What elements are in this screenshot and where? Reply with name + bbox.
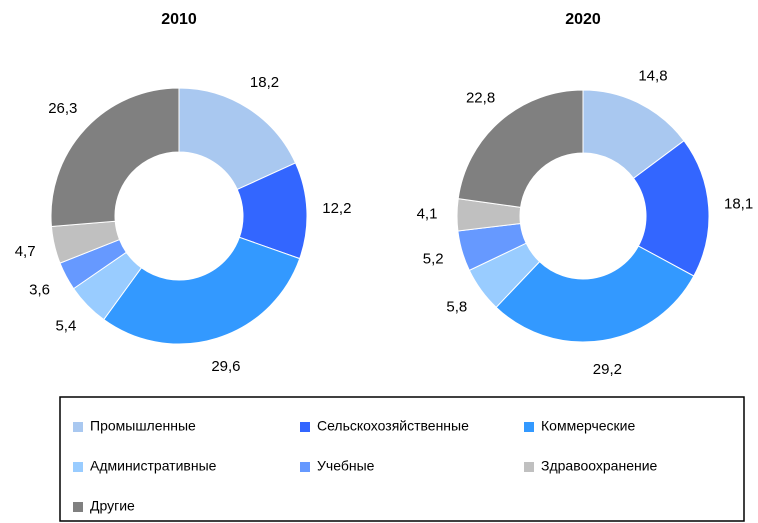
data-label: 18,2 xyxy=(250,74,279,91)
data-label: 12,2 xyxy=(322,200,351,217)
legend-label: Учебные xyxy=(317,458,375,474)
data-label: 4,7 xyxy=(15,243,36,260)
legend-swatch xyxy=(300,462,310,472)
legend-label: Здравоохранение xyxy=(541,458,658,474)
data-label: 5,4 xyxy=(55,317,76,334)
chart-title: 2020 xyxy=(565,11,601,28)
donut-slice xyxy=(632,139,710,277)
data-label: 5,2 xyxy=(423,250,444,267)
donut-slice xyxy=(178,87,297,191)
legend-label: Административные xyxy=(90,458,217,474)
legend-label: Коммерческие xyxy=(541,418,635,434)
legend-swatch xyxy=(73,422,83,432)
legend-swatch xyxy=(73,502,83,512)
legend-swatch xyxy=(300,422,310,432)
data-label: 29,2 xyxy=(593,361,622,378)
legend-swatch xyxy=(73,462,83,472)
data-label: 26,3 xyxy=(48,100,77,117)
donut-slice xyxy=(50,87,180,227)
donut-slice xyxy=(103,236,301,345)
legend-swatch xyxy=(524,462,534,472)
data-label: 5,8 xyxy=(446,299,467,316)
legend-swatch xyxy=(524,422,534,432)
donut-slice xyxy=(457,89,584,208)
data-label: 4,1 xyxy=(417,205,438,222)
data-label: 29,6 xyxy=(211,358,240,375)
donut-slice xyxy=(495,245,695,343)
legend-label: Сельскохозяйственные xyxy=(317,418,469,434)
data-label: 14,8 xyxy=(638,68,667,85)
data-label: 18,1 xyxy=(724,196,753,213)
chart-title: 2010 xyxy=(161,11,197,28)
legend-label: Промышленные xyxy=(90,418,196,434)
legend-label: Другие xyxy=(90,498,135,514)
data-label: 22,8 xyxy=(466,89,495,106)
legend-box xyxy=(59,396,745,522)
data-label: 3,6 xyxy=(29,281,50,298)
